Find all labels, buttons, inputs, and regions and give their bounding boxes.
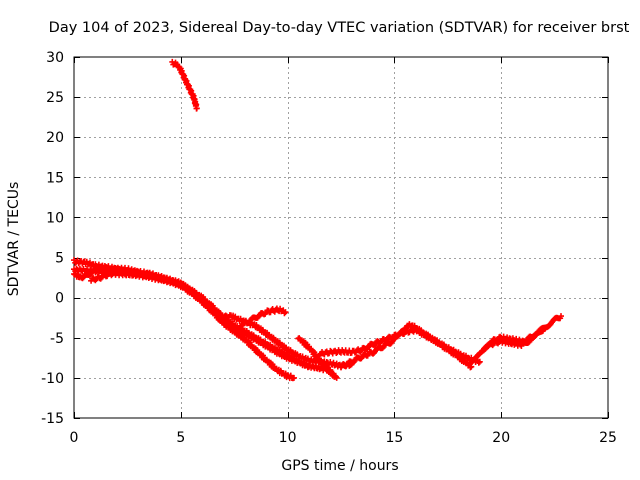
data-points — [71, 264, 312, 371]
x-tick-labels: 0 5 10 15 20 25 — [70, 430, 617, 446]
y-axis-label: SDTVAR / TECUs — [6, 182, 22, 297]
y-tick-label: 15 — [46, 170, 64, 186]
data-points — [216, 310, 355, 371]
data-points — [338, 321, 475, 371]
y-tick-label: -15 — [41, 411, 64, 427]
series-track-10 — [468, 313, 564, 366]
plot-frame — [73, 56, 609, 419]
y-tick-label: 10 — [46, 210, 64, 226]
data-points — [481, 326, 547, 352]
axis-ticks — [74, 57, 609, 419]
y-tick-label: 30 — [46, 50, 64, 66]
x-axis-label: GPS time / hours — [281, 458, 398, 474]
series-track-12 — [169, 58, 200, 112]
x-tick-label: 20 — [492, 430, 510, 446]
chart-title: Day 104 of 2023, Sidereal Day-to-day VTE… — [49, 20, 630, 36]
x-tick-label: 0 — [70, 430, 79, 446]
data-points — [169, 58, 200, 112]
data-points — [295, 335, 340, 381]
series-track-9 — [338, 321, 475, 371]
y-tick-label: -5 — [50, 331, 64, 347]
x-tick-label: 25 — [599, 430, 617, 446]
data-series — [71, 58, 564, 382]
y-tick-labels: -15 -10 -5 0 5 10 15 20 25 30 — [41, 50, 64, 427]
series-track-3 — [71, 264, 312, 371]
series-track-5 — [216, 310, 355, 371]
data-points — [88, 269, 120, 284]
series-track-4 — [88, 269, 120, 284]
x-tick-label: 15 — [385, 430, 403, 446]
x-tick-label: 10 — [279, 430, 297, 446]
x-tick-label: 5 — [176, 430, 185, 446]
series-track-7 — [295, 335, 340, 381]
series-track-11 — [481, 326, 547, 352]
y-tick-label: 25 — [46, 90, 64, 106]
y-tick-label: -10 — [41, 371, 64, 387]
series-track-6 — [231, 305, 289, 332]
y-tick-label: 0 — [55, 291, 64, 307]
y-tick-label: 20 — [46, 130, 64, 146]
data-points — [231, 305, 289, 332]
data-points — [468, 313, 564, 366]
y-tick-label: 5 — [55, 251, 64, 267]
